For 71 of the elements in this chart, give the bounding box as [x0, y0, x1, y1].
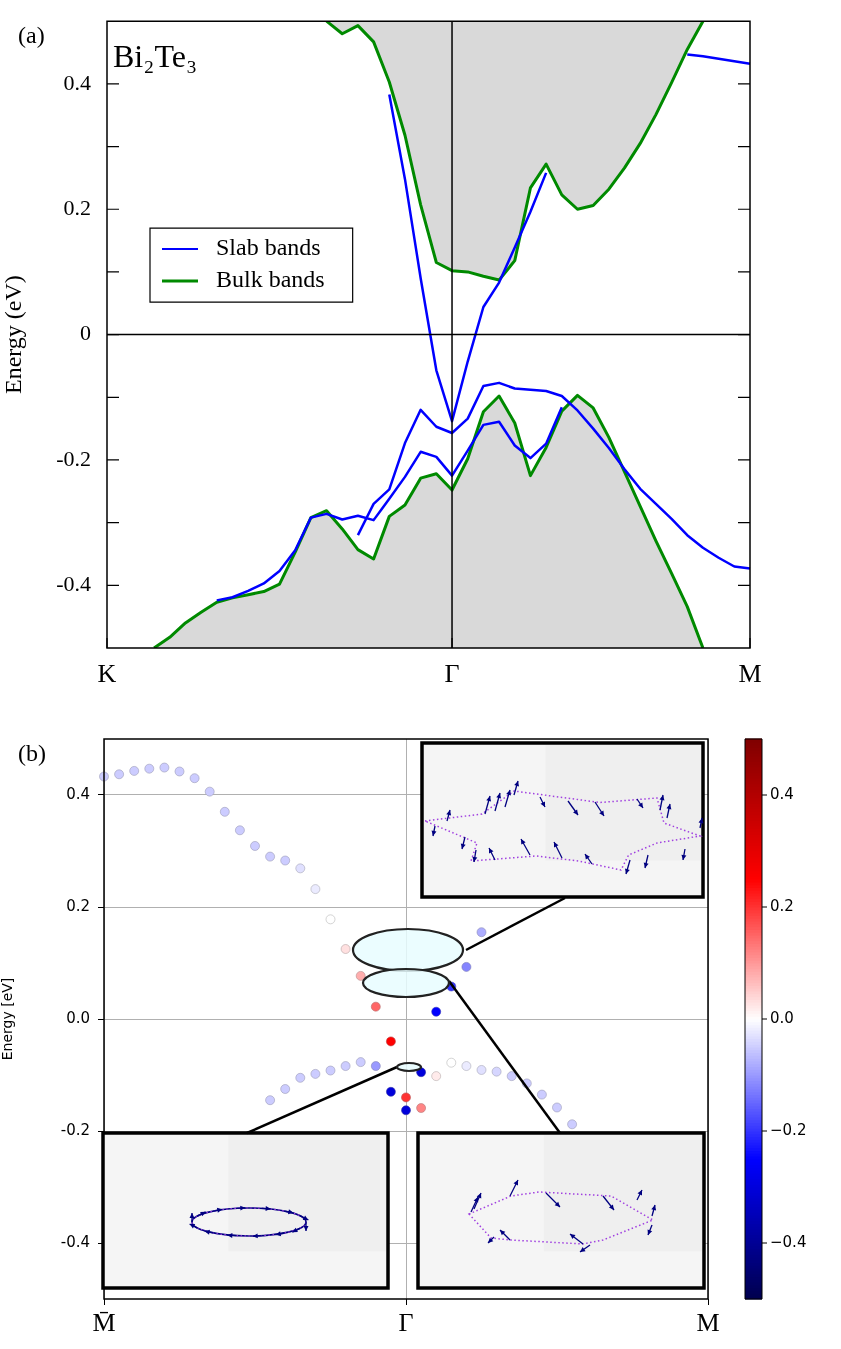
point	[114, 769, 125, 780]
y-tick-label: 0	[80, 320, 91, 346]
point	[325, 1065, 336, 1076]
point	[265, 1095, 276, 1106]
y-tick-label: 0.0	[66, 1008, 90, 1027]
point	[446, 1057, 457, 1068]
y-axis-title: Energy [eV]	[0, 977, 16, 1061]
point	[567, 1119, 578, 1130]
point	[310, 1068, 321, 1079]
point	[385, 1086, 396, 1097]
point	[370, 1001, 381, 1012]
point	[280, 1084, 291, 1094]
point	[536, 1089, 547, 1100]
point	[431, 1006, 442, 1017]
point	[340, 1061, 351, 1072]
point	[431, 1071, 442, 1082]
x-tick-label: M̄	[92, 1308, 116, 1338]
point	[491, 1066, 502, 1077]
legend-label: Bulk bands	[216, 266, 325, 293]
point	[506, 1071, 517, 1082]
y-tick-label: 0.4	[66, 784, 90, 803]
color-bar-label: −0.4	[770, 1232, 807, 1251]
y-tick-label: 0.2	[66, 896, 90, 915]
x-tick-label: M	[738, 659, 762, 689]
point	[385, 1036, 396, 1047]
x-tick-label: M	[696, 1308, 720, 1338]
point	[355, 1057, 366, 1068]
color-bar-label: 0.0	[770, 1008, 794, 1027]
y-tick-label: -0.4	[56, 571, 91, 597]
x-tick-label: K	[97, 659, 117, 689]
color-bar-label: 0.4	[770, 784, 794, 803]
x-tick-label: Γ	[444, 659, 460, 689]
point	[159, 762, 170, 773]
point	[476, 927, 487, 938]
point	[219, 806, 230, 817]
point	[295, 863, 306, 874]
point	[461, 961, 472, 972]
point	[461, 1061, 472, 1072]
point	[310, 884, 321, 895]
point	[295, 1072, 306, 1083]
x-tick-label: Γ	[398, 1308, 414, 1338]
y-tick-label: -0.2	[60, 1120, 90, 1139]
point	[552, 1102, 562, 1113]
point	[325, 914, 336, 925]
legend-label: Slab bands	[216, 234, 321, 261]
annotation: Bi₂Te₃	[113, 38, 198, 75]
chart-title: (a)	[18, 22, 45, 49]
point	[340, 944, 351, 954]
point	[174, 766, 185, 777]
point	[476, 1064, 487, 1075]
point	[370, 1061, 381, 1072]
point	[401, 1105, 411, 1116]
point	[250, 840, 260, 851]
point	[144, 763, 155, 774]
point	[129, 765, 140, 776]
point	[189, 773, 200, 784]
chart-title: (b)	[18, 740, 46, 767]
y-tick-label: 0.4	[63, 69, 91, 95]
point	[416, 1103, 427, 1114]
y-axis-title: Energy (eV)	[0, 275, 26, 395]
point	[280, 855, 291, 866]
point	[234, 825, 245, 836]
point	[265, 851, 276, 862]
point	[355, 970, 366, 981]
point	[401, 1092, 411, 1103]
y-tick-label: 0.2	[63, 195, 91, 221]
color-bar-label: −0.2	[770, 1120, 807, 1139]
y-tick-label: -0.4	[60, 1232, 90, 1251]
point	[204, 786, 215, 797]
y-tick-label: -0.2	[56, 445, 91, 471]
color-bar-label: 0.2	[770, 896, 794, 915]
